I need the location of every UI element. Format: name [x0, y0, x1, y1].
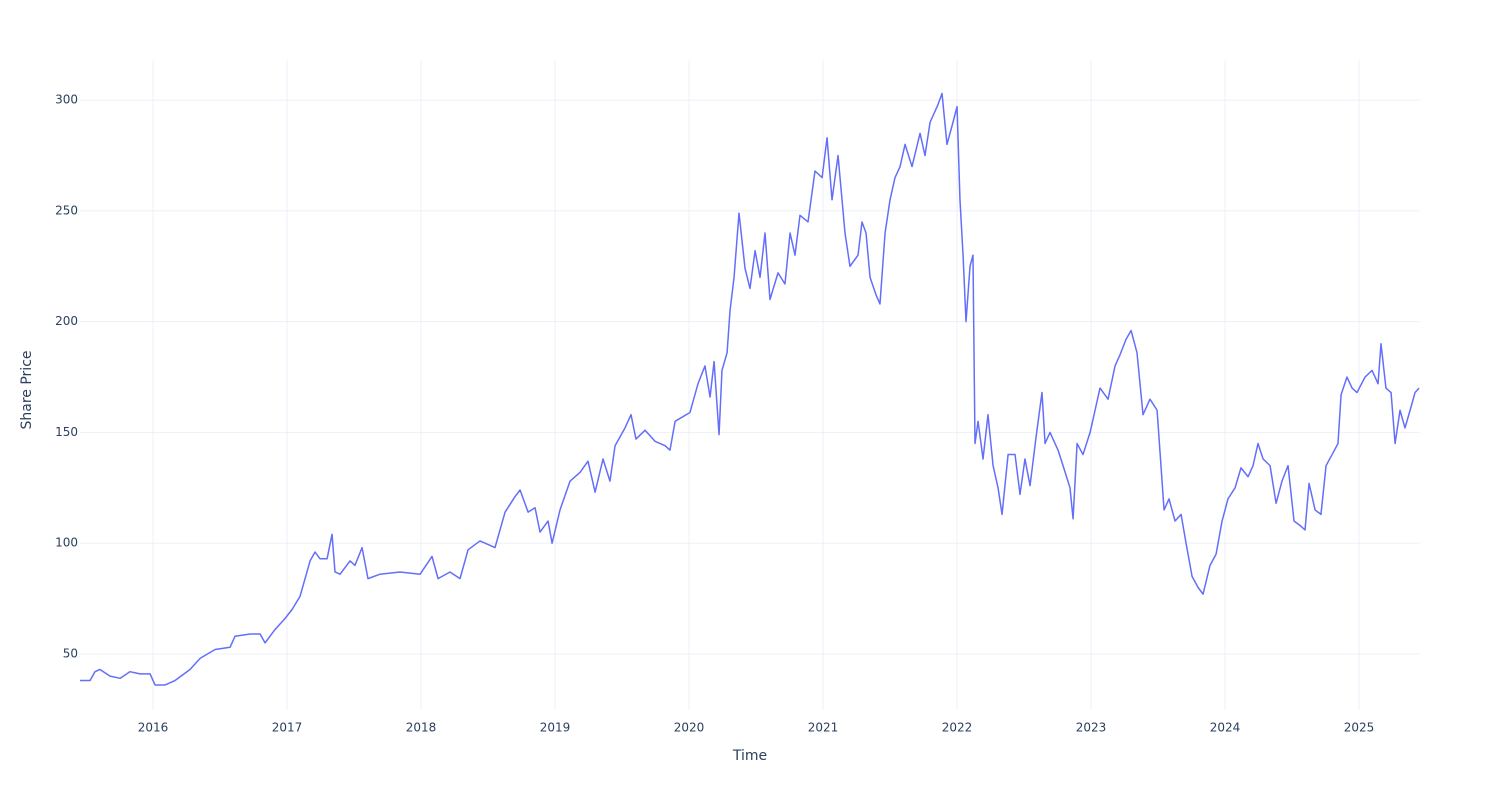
price-line	[80, 92, 1420, 686]
x-tick-label: 2019	[540, 721, 571, 735]
x-tick-label: 2017	[272, 721, 303, 735]
y-axis-title: Share Price	[19, 350, 35, 429]
x-tick-label: 2021	[808, 721, 839, 735]
x-tick-label: 2024	[1210, 721, 1241, 735]
x-tick-label: 2016	[138, 721, 169, 735]
y-tick-label: 300	[55, 93, 78, 107]
y-tick-label: 50	[63, 646, 78, 660]
x-tick-label: 2023	[1076, 721, 1107, 735]
y-tick-label: 100	[55, 536, 78, 550]
x-tick-label: 2022	[942, 721, 973, 735]
y-tick-label: 200	[55, 314, 78, 328]
y-tick-label: 150	[55, 425, 78, 439]
x-tick-label: 2020	[674, 721, 705, 735]
y-tick-label: 250	[55, 203, 78, 217]
x-axis-title: Time	[732, 748, 767, 764]
x-tick-label: 2018	[406, 721, 437, 735]
x-tick-label: 2025	[1344, 721, 1375, 735]
